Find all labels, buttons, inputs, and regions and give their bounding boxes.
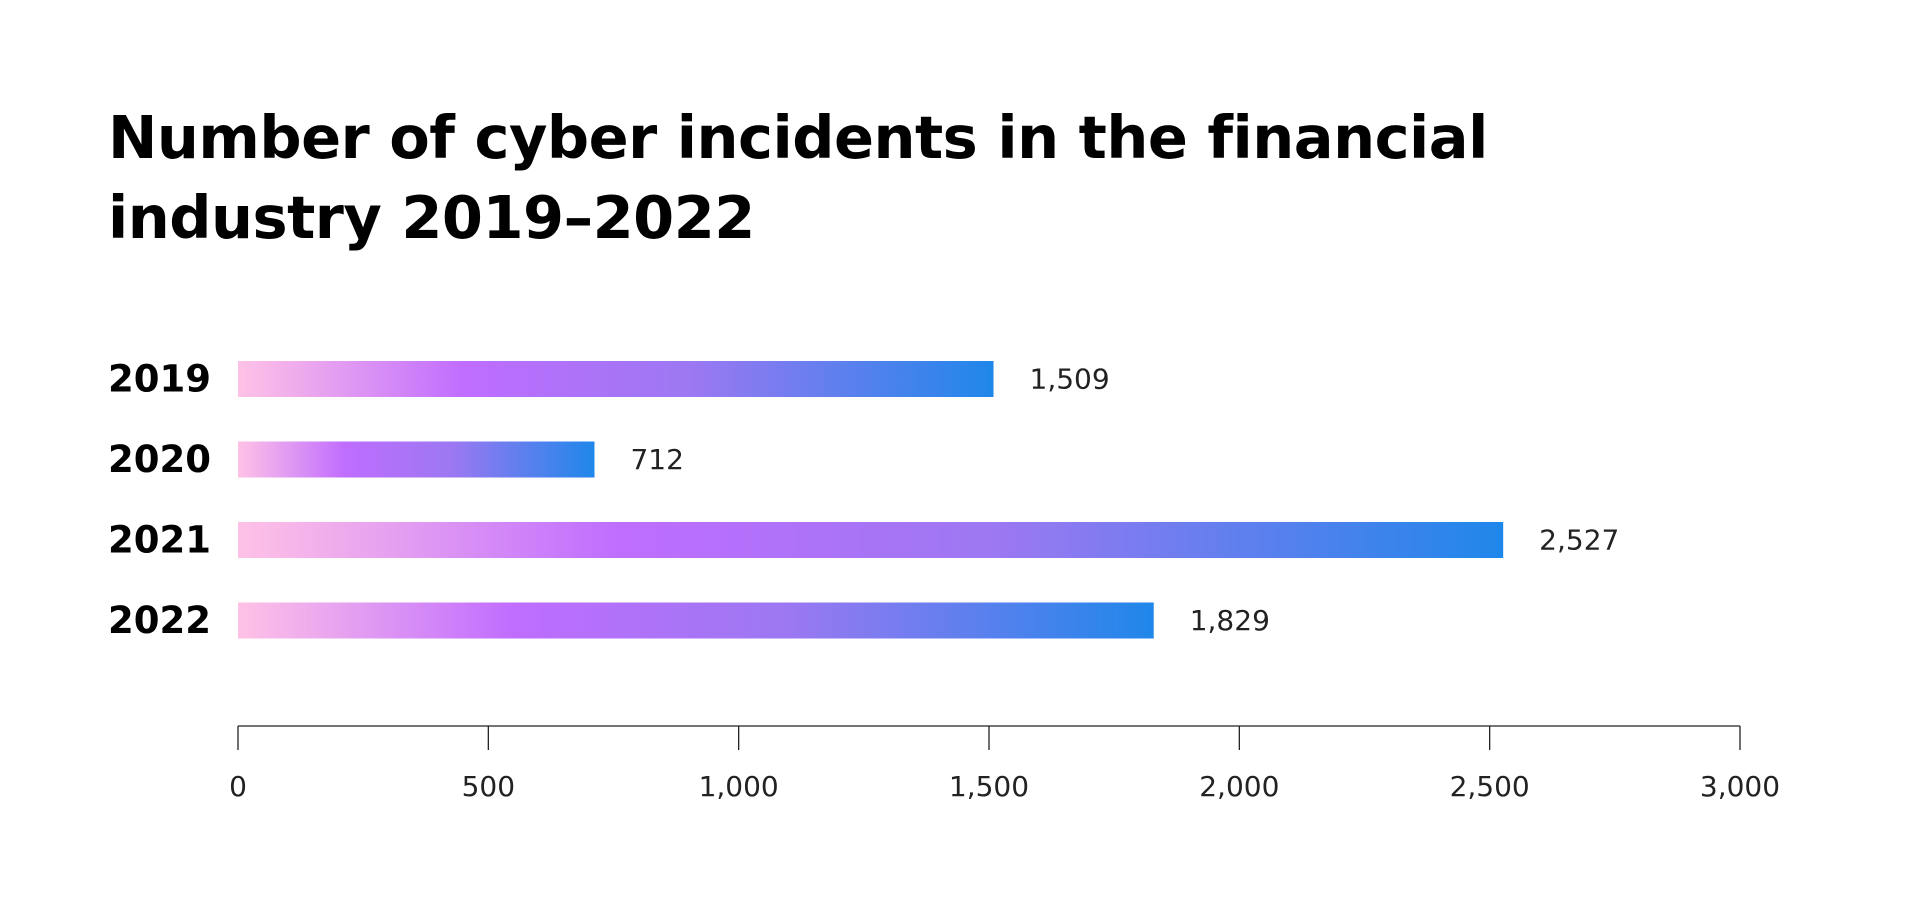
x-tick-label-1500: 1,500 <box>949 770 1029 803</box>
value-label-2022: 1,829 <box>1190 604 1270 637</box>
x-tick-label-2000: 2,000 <box>1199 770 1279 803</box>
x-tick-label-1000: 1,000 <box>699 770 779 803</box>
value-label-2020: 712 <box>630 443 683 476</box>
x-tick-label-0: 0 <box>229 770 247 803</box>
category-label-2020: 2020 <box>108 438 211 481</box>
bar-2020 <box>238 441 595 478</box>
x-tick-label-500: 500 <box>462 770 515 803</box>
bar-2021 <box>238 522 1504 558</box>
x-tick-label-2500: 2,500 <box>1450 770 1530 803</box>
category-label-2022: 2022 <box>108 599 211 642</box>
bar-2019 <box>238 361 994 397</box>
x-tick-label-3000: 3,000 <box>1700 770 1780 803</box>
category-label-2019: 2019 <box>108 358 211 401</box>
value-label-2021: 2,527 <box>1539 524 1619 557</box>
bar-2022 <box>238 602 1154 639</box>
bars-group: 2019 1,509 2020 712 2021 2,527 2022 1,829 <box>108 358 1619 643</box>
value-label-2019: 1,509 <box>1030 363 1110 396</box>
chart-title: Number of cyber incidents in the financi… <box>108 103 1488 252</box>
x-axis: 0 500 1,000 1,500 2,000 2,500 3,000 <box>229 725 1780 803</box>
category-label-2021: 2021 <box>108 519 211 562</box>
